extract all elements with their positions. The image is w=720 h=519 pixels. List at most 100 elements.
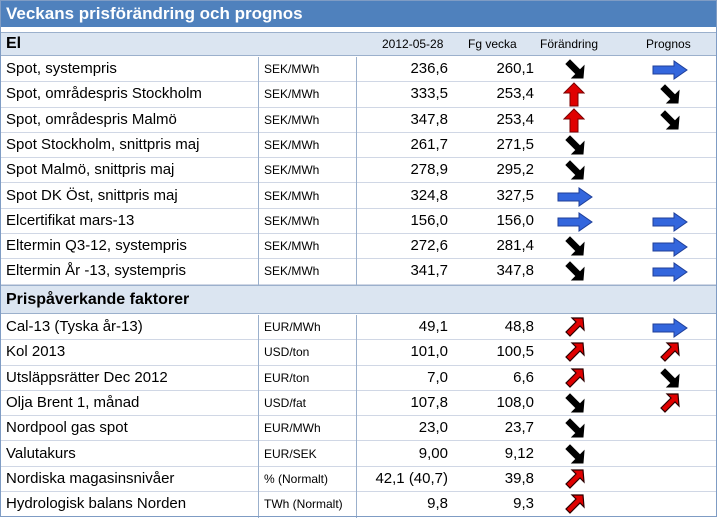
row-forecast-indicator [640, 108, 700, 133]
row-value-current: 347,8 [410, 110, 448, 128]
row-change-indicator [545, 315, 605, 340]
arrow-down-right-icon [565, 393, 585, 413]
row-unit: USD/ton [264, 345, 310, 360]
arrow-up-right-icon [565, 367, 585, 388]
arrow-right-icon [557, 211, 593, 232]
table-row: Eltermin År -13, systempris SEK/MWh 341,7 3… [0, 259, 717, 285]
table-row: Spot, områdespris Stockholm SEK/MWh 333,5 2… [0, 82, 717, 108]
row-change-indicator [545, 184, 605, 209]
row-unit: SEK/MWh [264, 137, 320, 152]
row-change-indicator [545, 492, 605, 517]
row-unit: SEK/MWh [264, 239, 320, 254]
row-value-previous: 9,3 [513, 495, 534, 513]
row-value-current: 324,8 [410, 186, 448, 204]
table-row: Olja Brent 1, månad USD/fat 107,8 108,0 [0, 391, 717, 417]
row-name: Eltermin År -13, systempris [6, 262, 187, 280]
row-value-previous: 327,5 [496, 186, 534, 204]
table-row: Cal-13 (Tyska år-13) EUR/MWh 49,1 48,8 [0, 315, 717, 341]
row-name: Valutakurs [6, 444, 76, 462]
arrow-up-right-icon [660, 393, 680, 413]
row-unit: SEK/MWh [264, 213, 320, 228]
table-row: Eltermin Q3-12, systempris SEK/MWh 272,6 28… [0, 234, 717, 260]
arrow-down-right-icon [660, 109, 680, 130]
table-row: Utsläppsrätter Dec 2012 EUR/ton 7,0 6,6 [0, 366, 717, 391]
arrow-right-icon [652, 237, 688, 258]
row-unit: % (Normalt) [264, 471, 329, 486]
row-forecast-indicator [640, 416, 700, 441]
row-value-current: 156,0 [410, 211, 448, 229]
row-forecast-indicator [640, 82, 700, 107]
row-name: Spot DK Öst, snittpris maj [6, 186, 178, 204]
row-forecast-indicator [640, 467, 700, 492]
arrow-down-right-icon [565, 59, 585, 79]
arrow-up-right-icon [565, 317, 585, 337]
arrow-up-right-icon [565, 469, 585, 489]
table-row: Spot, systempris SEK/MWh 236,6 260,1 [0, 57, 717, 83]
row-forecast-indicator [640, 158, 700, 183]
divider [258, 57, 259, 285]
table-row: Kol 2013 USD/ton 101,0 100,5 [0, 340, 717, 366]
row-value-current: 23,0 [418, 419, 448, 437]
row-value-current: 7,0 [427, 368, 448, 386]
row-change-indicator [545, 57, 605, 82]
row-forecast-indicator [640, 234, 700, 259]
arrow-down-right-icon [660, 367, 680, 388]
row-unit: TWh (Normalt) [264, 497, 343, 512]
section-label-el: El [6, 35, 22, 52]
row-name: Spot, områdespris Malmö [6, 110, 177, 128]
row-forecast-indicator [640, 340, 700, 365]
row-value-current: 333,5 [410, 85, 448, 103]
row-unit: SEK/MWh [264, 112, 320, 127]
row-value-previous: 6,6 [513, 368, 534, 386]
row-value-current: 272,6 [410, 237, 448, 255]
row-forecast-indicator [640, 391, 700, 416]
divider [258, 315, 259, 518]
row-change-indicator [545, 259, 605, 284]
arrow-up-right-icon [660, 342, 680, 363]
table-row: Nordiska magasinsnivåer % (Normalt) 42,1 (… [0, 467, 717, 493]
arrow-down-right-icon [565, 160, 585, 180]
table-row: Spot, områdespris Malmö SEK/MWh 347,8 253,4 [0, 107, 717, 133]
row-name: Nordpool gas spot [6, 419, 128, 437]
row-name: Eltermin Q3-12, systempris [6, 237, 187, 255]
divider [356, 315, 357, 518]
row-change-indicator [545, 416, 605, 441]
row-name: Spot Malmö, snittpris maj [6, 161, 175, 179]
table-row: Spot Stockholm, snittpris maj SEK/MWh 261,… [0, 133, 717, 159]
row-forecast-indicator [640, 366, 700, 391]
row-value-current: 278,9 [410, 161, 448, 179]
row-name: Hydrologisk balans Norden [6, 495, 187, 513]
row-forecast-indicator [640, 315, 700, 340]
row-forecast-indicator [640, 184, 700, 209]
row-value-previous: 347,8 [496, 262, 534, 280]
divider [356, 57, 357, 285]
row-value-previous: 281,4 [496, 237, 534, 255]
row-change-indicator [545, 234, 605, 259]
row-unit: SEK/MWh [264, 62, 320, 76]
arrow-right-icon [557, 186, 593, 207]
row-change-indicator [545, 107, 605, 133]
row-value-previous: 48,8 [504, 318, 534, 335]
row-unit: SEK/MWh [264, 163, 320, 178]
row-value-current: 236,6 [410, 60, 448, 77]
table-row: Elcertifikat mars-13 SEK/MWh 156,0 156,0 [0, 209, 717, 235]
section-label-factors: Prispåverkande faktorer [6, 291, 190, 308]
arrow-right-icon [652, 318, 688, 338]
row-name: Spot Stockholm, snittpris maj [6, 135, 200, 153]
table-row: Spot DK Öst, snittpris maj SEK/MWh 324,8 32… [0, 184, 717, 209]
row-name: Kol 2013 [6, 343, 66, 361]
row-unit: EUR/MWh [264, 421, 321, 436]
row-name: Olja Brent 1, månad [6, 393, 140, 411]
row-value-previous: 108,0 [496, 393, 534, 411]
arrow-up-icon [563, 82, 585, 107]
table-row: Hydrologisk balans Norden TWh (Normalt) 9,… [0, 492, 717, 518]
row-forecast-indicator [640, 209, 700, 234]
arrow-down-right-icon [565, 261, 585, 281]
row-value-current: 261,7 [410, 135, 448, 153]
row-change-indicator [545, 158, 605, 183]
col-header-date: 2012-05-28 [382, 37, 444, 51]
row-name: Nordiska magasinsnivåer [6, 469, 175, 487]
row-value-previous: 271,5 [496, 135, 534, 153]
row-unit: SEK/MWh [264, 264, 320, 279]
row-change-indicator [545, 442, 605, 467]
